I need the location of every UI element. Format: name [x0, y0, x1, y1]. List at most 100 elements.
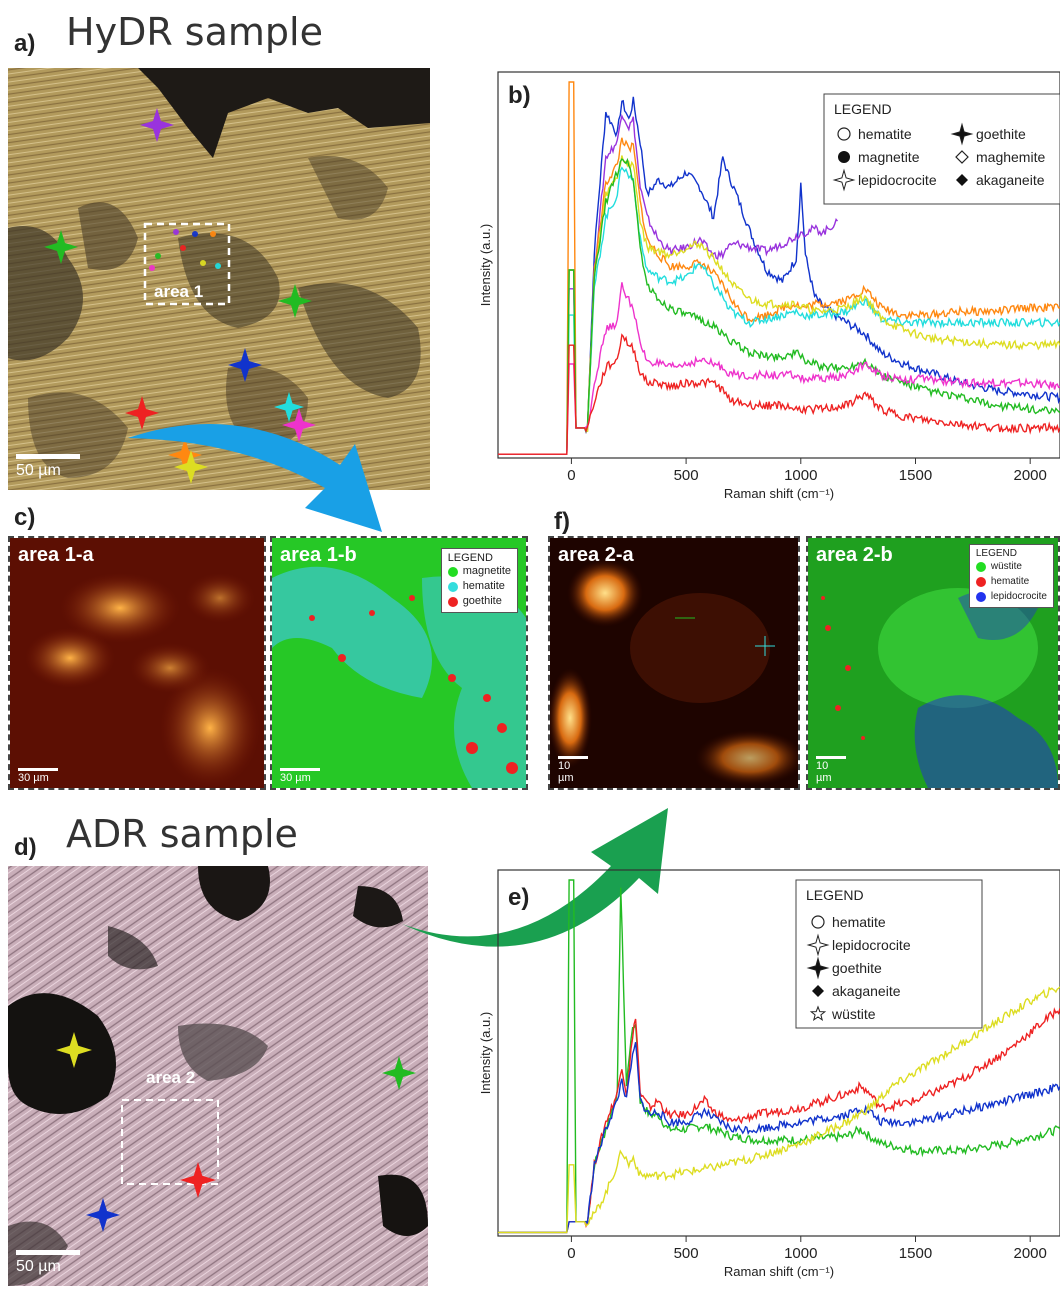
blue-star-marker	[86, 1198, 120, 1237]
series-line	[498, 282, 1060, 455]
x-tick-label: 1000	[784, 467, 817, 484]
legend-item-label: maghemite	[976, 149, 1045, 165]
legend-item-label: hematite	[832, 914, 886, 930]
map-title: area 2-a	[558, 544, 634, 566]
green-star-marker-2	[278, 284, 312, 323]
x-tick-label: 500	[674, 1245, 699, 1262]
legend-item: magnetite	[447, 564, 511, 579]
legend-item: lepidocrocite	[975, 589, 1047, 604]
violet-star-marker	[140, 108, 174, 147]
green-star-marker	[44, 230, 78, 269]
area-2-label: area 2	[146, 1068, 196, 1087]
legend-item-label: magnetite	[462, 565, 511, 577]
plot-frame	[497, 71, 1060, 459]
arrow-shape-blue	[128, 423, 382, 532]
legend-item-label: hematite	[990, 576, 1030, 587]
map-scalebar: 30 µm	[18, 768, 58, 784]
panel-a-scalebar: 50 µm	[16, 454, 80, 480]
legend-item-label: akaganeite	[976, 172, 1045, 188]
legend-item-label: hematite	[462, 580, 505, 592]
green-star-marker	[382, 1056, 416, 1095]
legend-item: wüstite	[975, 559, 1047, 574]
legend-item: hematite	[975, 574, 1047, 589]
legend-marker-open-circle	[837, 127, 851, 141]
panel-d-scalebar: 50 µm	[16, 1250, 80, 1276]
series-line	[498, 986, 1060, 1234]
arrow-shape-green	[402, 808, 668, 947]
legend-item-label: lepidocrocite	[990, 591, 1047, 602]
map-scale-label: 10 µm	[558, 760, 574, 784]
legend-item: goethite	[447, 594, 511, 609]
legend-item: hematite	[447, 579, 511, 594]
map-scale-label: 30 µm	[280, 772, 311, 784]
map-title: area 1-a	[18, 544, 94, 566]
legend-marker-filled-star4	[806, 956, 830, 980]
legend-item-label: hematite	[858, 126, 912, 142]
legend-box	[823, 93, 1060, 205]
x-axis-label: Raman shift (cm⁻¹)	[724, 1264, 834, 1279]
y-axis-label: Intensity (a.u.)	[478, 1012, 493, 1094]
series-line	[498, 113, 839, 455]
panel-f-letter: f)	[554, 508, 570, 535]
x-tick-label: 1000	[784, 1245, 817, 1262]
yellow-star-marker	[174, 450, 208, 489]
panel-e-letter: e)	[508, 884, 530, 911]
map-area-1b: area 1-b LEGEND magnetite hematite goeth…	[270, 536, 528, 790]
map-scalebar: 10 µm	[558, 756, 588, 784]
red-star-marker	[125, 396, 159, 435]
yellow-star-marker	[56, 1032, 92, 1073]
legend-marker-filled-diamond	[812, 985, 824, 997]
map-area-2b: area 2-b LEGEND wüstite hematite lepidoc…	[806, 536, 1060, 790]
adr-micrograph: area 2 50 µm	[8, 866, 428, 1286]
map-scalebar: 30 µm	[280, 768, 320, 784]
legend-item-label: goethite	[832, 960, 882, 976]
map-area-2a: area 2-a 10 µm	[548, 536, 800, 790]
map-scale-label: 30 µm	[18, 772, 49, 784]
legend-item-label: wüstite	[990, 561, 1022, 572]
blue-star-marker	[228, 348, 262, 387]
panel-c-letter: c)	[14, 504, 36, 531]
x-tick-label: 2000	[1013, 467, 1046, 484]
legend-marker-open-star4	[806, 933, 830, 957]
legend-item-label: goethite	[976, 126, 1026, 142]
legend-item-label: lepidocrocite	[858, 172, 937, 188]
panel-d-heading: ADR sample	[66, 812, 298, 856]
panel-d-letter: d)	[14, 834, 37, 861]
map-legend: LEGEND wüstite hematite lepidocrocite	[968, 544, 1054, 608]
chart-legend: LEGEND hematite magnetite lepidocrocite goet…	[823, 93, 1060, 205]
cyan-star-marker	[274, 392, 304, 427]
chart-legend: LEGEND hematite lepidocrocite goethite akaga…	[795, 879, 983, 1029]
panel-b-raman-chart: 0 500 1000 1500 2000 Raman shift (cm⁻¹) Intens…	[478, 71, 1060, 501]
blue-curved-arrow	[128, 423, 382, 532]
panel-d-scale-label: 50 µm	[16, 1258, 61, 1275]
map-scale-label: 10 µm	[816, 760, 832, 784]
legend-item-label: goethite	[462, 595, 502, 607]
legend-title: LEGEND	[975, 548, 1017, 559]
x-tick-label: 0	[567, 467, 575, 484]
x-tick-label: 0	[567, 1245, 575, 1262]
legend-item-label: wüstite	[831, 1006, 876, 1022]
legend-marker-filled-diamond	[956, 174, 968, 186]
legend-title: LEGEND	[447, 552, 493, 564]
green-curved-arrow	[402, 808, 668, 947]
legend-title: LEGEND	[834, 101, 892, 117]
map-scalebar: 10 µm	[816, 756, 846, 784]
series-line	[498, 1007, 1060, 1234]
x-tick-label: 1500	[899, 467, 932, 484]
panel-e-raman-chart: 0 500 1000 1500 2000 Raman shift (cm⁻¹) Intens…	[478, 869, 1060, 1279]
magenta-star-marker	[282, 408, 316, 447]
legend-box	[795, 879, 983, 1029]
legend-item-label: akaganeite	[832, 983, 901, 999]
panel-a-letter: a)	[14, 30, 36, 57]
y-axis-label: Intensity (a.u.)	[478, 224, 493, 306]
x-tick-label: 500	[674, 467, 699, 484]
legend-marker-open-star4	[832, 168, 856, 192]
panel-a-scale-label: 50 µm	[16, 462, 61, 479]
orange-star-marker	[168, 438, 202, 477]
map-title: area 1-b	[280, 544, 357, 566]
legend-marker-open-star5	[809, 1005, 827, 1021]
series-line	[498, 333, 1060, 455]
map-area-1a: area 1-a 30 µm	[8, 536, 266, 790]
x-tick-label: 1500	[899, 1245, 932, 1262]
map-title: area 2-b	[816, 544, 893, 566]
